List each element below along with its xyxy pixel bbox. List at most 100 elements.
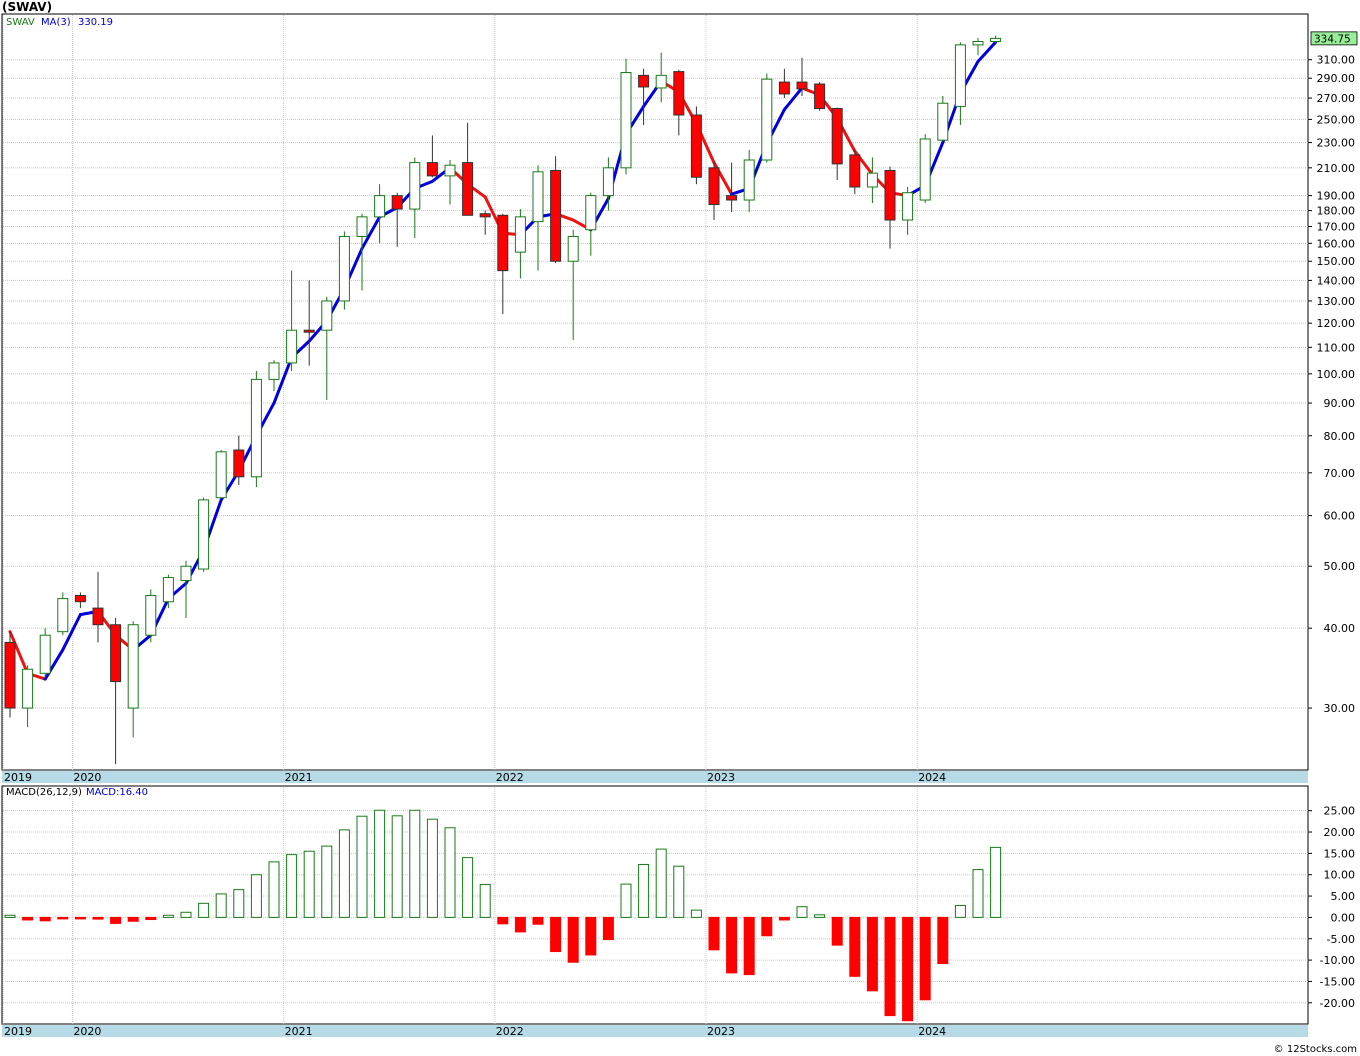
- candle-body: [127, 624, 139, 709]
- candle: [409, 157, 421, 239]
- macd-bar: [497, 916, 509, 925]
- candle: [92, 571, 104, 643]
- candle-body: [374, 195, 386, 218]
- year-label: 2021: [285, 771, 313, 784]
- candle-body: [321, 300, 333, 331]
- macd-bar: [250, 874, 262, 918]
- macd-bar: [585, 916, 597, 956]
- candle: [74, 592, 86, 609]
- series-label: SWAV: [6, 17, 35, 28]
- candle: [57, 592, 69, 636]
- macd-bar: [778, 916, 790, 921]
- macd-tick-label: -20.00: [1320, 997, 1355, 1010]
- candle-body: [673, 71, 685, 116]
- candle-body: [426, 162, 438, 177]
- candle-body: [303, 329, 315, 333]
- macd-bar: [743, 916, 755, 976]
- candle-body: [620, 72, 632, 169]
- price-tick-label: 30.00: [1324, 702, 1356, 715]
- candle: [22, 665, 34, 728]
- macd-bar: [814, 914, 826, 918]
- candle-body: [919, 138, 931, 201]
- ma-segment: [272, 356, 294, 405]
- ma-label: MA(3): [41, 17, 71, 28]
- candle-body: [726, 195, 738, 201]
- candle-body: [708, 167, 720, 206]
- ma-value: 330.19: [78, 17, 113, 28]
- price-tick-label: 150.00: [1317, 255, 1356, 268]
- candle: [638, 68, 650, 126]
- candle-body: [814, 83, 826, 110]
- price-tick-label: 50.00: [1324, 560, 1356, 573]
- macd-tick-label: 15.00: [1324, 847, 1356, 860]
- candle-body: [866, 172, 878, 188]
- candle-body: [233, 449, 245, 478]
- macd-bar: [937, 916, 949, 965]
- macd-bar: [690, 909, 702, 918]
- candle-body: [761, 78, 773, 161]
- candle: [268, 360, 280, 391]
- price-tick-label: 160.00: [1317, 237, 1356, 250]
- macd-bar: [127, 916, 139, 922]
- macd-bar: [233, 889, 245, 918]
- candle-body: [585, 195, 597, 231]
- candle: [250, 371, 262, 488]
- candle-body: [145, 594, 157, 636]
- price-tick-label: 80.00: [1324, 430, 1356, 443]
- macd-bar: [198, 902, 210, 918]
- candle: [303, 280, 315, 366]
- price-panel: 30.00 40.00 50.00 60.00 70.00 80.00 90.00 100.0…: [1, 13, 1355, 771]
- macd-bar: [919, 916, 931, 1001]
- candle-body: [514, 216, 526, 253]
- candle: [127, 621, 139, 738]
- macd-bar: [514, 916, 526, 933]
- candle-body: [92, 607, 104, 626]
- year-label: 2023: [707, 1025, 735, 1038]
- candle-body: [796, 81, 808, 90]
- candle: [356, 213, 368, 291]
- candle: [233, 435, 245, 485]
- macd-bar: [22, 916, 34, 921]
- candle-body: [849, 154, 861, 188]
- candle-body: [602, 167, 614, 197]
- macd-bar: [356, 815, 368, 918]
- macd-tick-label: 10.00: [1324, 869, 1356, 882]
- price-panel-frame: [1, 13, 1309, 771]
- macd-tick-label: -15.00: [1320, 975, 1355, 988]
- macd-bar: [673, 865, 685, 918]
- candle: [708, 161, 720, 221]
- macd-bar: [831, 916, 843, 946]
- candle-body: [638, 74, 650, 88]
- macd-label: MACD(26,12,9): [6, 787, 82, 798]
- candle: [937, 96, 949, 142]
- candle-body: [286, 329, 298, 364]
- candle: [761, 73, 773, 163]
- macd-bar: [215, 893, 227, 918]
- macd-bar: [761, 916, 773, 937]
- price-tick-label: 270.00: [1317, 92, 1356, 105]
- macd-bar: [884, 916, 896, 1017]
- candle-body: [57, 598, 69, 633]
- candle-body: [902, 192, 914, 221]
- price-tick-label: 60.00: [1324, 510, 1356, 523]
- macd-bar: [444, 827, 456, 918]
- candle: [726, 162, 738, 213]
- candle: [585, 192, 597, 256]
- price-tick-label: 310.00: [1317, 54, 1356, 67]
- macd-bar: [849, 916, 861, 977]
- macd-histogram: [4, 809, 1002, 1022]
- candle: [814, 82, 826, 111]
- macd-bar: [92, 916, 104, 920]
- price-y-axis: 30.00 40.00 50.00 60.00 70.00 80.00 90.00 100.0…: [1308, 54, 1355, 715]
- macd-tick-label: 0.00: [1331, 911, 1356, 924]
- macd-bar: [162, 914, 174, 918]
- candle: [831, 107, 843, 180]
- candle-body: [497, 214, 509, 272]
- macd-y-axis: 25.00 20.00 15.00 10.00 5.00 0.00 -5.00 -10.00 -…: [1308, 805, 1355, 1010]
- candle: [550, 156, 562, 264]
- price-gridlines: [3, 59, 1308, 709]
- candle-body: [831, 108, 843, 165]
- price-tick-label: 140.00: [1317, 274, 1356, 287]
- candle: [286, 270, 298, 372]
- candle: [743, 149, 755, 213]
